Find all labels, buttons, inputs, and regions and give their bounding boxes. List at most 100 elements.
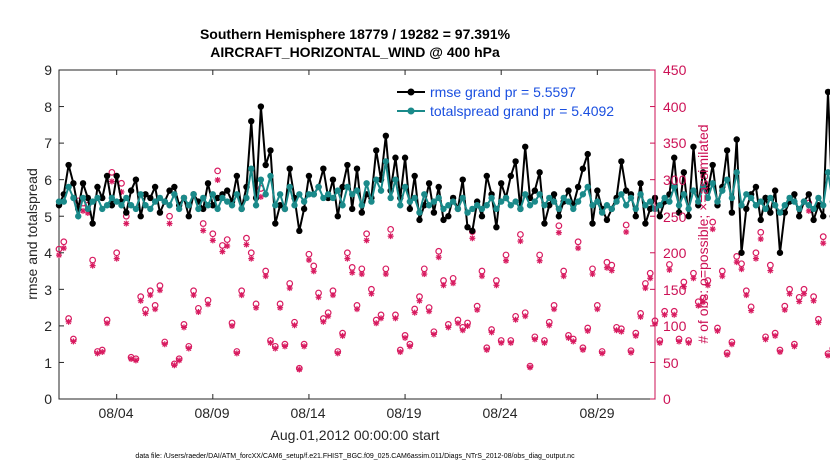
obs-possible-point: [435, 247, 443, 255]
series-point-totalspread: [733, 169, 740, 176]
series-point-totalspread: [353, 187, 361, 194]
series-point-rmse: [690, 143, 697, 150]
y-tick-label-left: 8: [44, 99, 52, 115]
obs-possible-point: [555, 222, 563, 230]
series-point-rmse: [776, 249, 784, 256]
obs-assimilated-point: [810, 297, 817, 304]
obs-assimilated-point: [65, 318, 72, 325]
obs-assimilated-point: [445, 324, 452, 331]
series-point-rmse: [656, 213, 664, 220]
series-point-totalspread: [440, 205, 447, 213]
obs-assimilated-point: [676, 338, 683, 345]
obs-assimilated-point: [397, 348, 404, 355]
series-point-totalspread: [805, 202, 813, 209]
obs-assimilated-point: [89, 262, 96, 269]
series-point-totalspread: [565, 198, 572, 205]
series-point-totalspread: [820, 202, 827, 209]
obs-possible-point: [709, 218, 717, 226]
series-point-totalspread: [99, 205, 106, 213]
series-point-totalspread: [300, 198, 308, 205]
series-point-rmse: [757, 216, 764, 224]
series-point-rmse: [276, 202, 284, 209]
series-point-totalspread: [497, 198, 505, 205]
series-point-totalspread: [233, 191, 241, 198]
series-point-totalspread: [368, 198, 375, 205]
right-axis-labels: 0 50 100 150 200 250 300 350 400 450: [663, 62, 687, 407]
series-point-totalspread: [387, 194, 394, 202]
y-tick-label-left: 3: [44, 282, 52, 298]
series-point-rmse: [791, 191, 798, 198]
series-point-totalspread: [204, 202, 212, 209]
series-point-rmse: [738, 249, 745, 256]
obs-assimilated-point: [262, 273, 269, 280]
series-point-totalspread: [800, 198, 808, 205]
series-point-totalspread: [65, 183, 72, 191]
series-point-rmse: [795, 213, 803, 220]
obs-assimilated-point: [767, 267, 774, 274]
obs-assimilated-point: [762, 336, 769, 343]
series-point-totalspread: [473, 202, 481, 209]
series-point-totalspread: [142, 202, 149, 209]
y-tick-label-left: 5: [44, 209, 52, 225]
y-tick-label-left: 0: [44, 391, 52, 407]
obs-assimilated-point: [483, 346, 490, 353]
series-point-rmse: [142, 191, 149, 198]
obs-possible-point: [55, 245, 63, 253]
obs-assimilated-point: [214, 177, 221, 184]
y-tick-label-left: 1: [44, 355, 52, 371]
series-point-totalspread: [137, 191, 144, 198]
obs-assimilated-point: [233, 350, 240, 357]
series-point-totalspread: [281, 205, 289, 213]
series-point-totalspread: [103, 202, 111, 209]
y-tick-label-left: 2: [44, 318, 52, 334]
obs-assimilated-point: [531, 336, 538, 343]
series-point-totalspread: [267, 172, 274, 180]
obs-assimilated-point: [358, 271, 365, 278]
series-point-totalspread: [334, 187, 341, 194]
series-point-totalspread: [560, 194, 567, 202]
series-point-totalspread: [709, 180, 716, 187]
obs-assimilated-point: [772, 332, 779, 339]
y-tick-label-left: 9: [44, 62, 52, 78]
series-point-rmse: [541, 220, 548, 227]
series-point-totalspread: [743, 191, 750, 198]
data-file-footer: data file: /Users/raeder/DAI/ATM_forcXX/…: [135, 453, 575, 460]
series-point-rmse: [156, 209, 164, 216]
y-axis-label-left: rmse and totalspread: [24, 168, 40, 300]
obs-assimilated-point: [680, 283, 687, 290]
series-point-totalspread: [430, 198, 438, 205]
series-point-totalspread: [305, 191, 313, 198]
series-point-totalspread: [767, 194, 774, 202]
series-point-totalspread: [55, 198, 63, 205]
series-point-rmse: [166, 187, 173, 194]
obs-assimilated-point: [349, 269, 356, 276]
series-point-rmse: [637, 180, 644, 187]
series-point-totalspread: [646, 198, 654, 205]
obs-assimilated-point: [825, 352, 830, 359]
x-tick-label: 08/04: [98, 405, 133, 421]
obs-assimilated-point: [637, 313, 644, 320]
series-point-totalspread: [469, 205, 476, 213]
obs-possible-point: [214, 167, 222, 175]
series-point-rmse: [353, 165, 361, 172]
series-point-totalspread: [199, 194, 207, 202]
series-point-totalspread: [723, 176, 731, 183]
series-point-totalspread: [252, 202, 260, 209]
series-point-rmse: [478, 213, 486, 220]
obs-assimilated-point: [363, 237, 370, 244]
obs-assimilated-point: [291, 322, 298, 329]
series-point-rmse: [820, 213, 827, 220]
obs-assimilated-point: [310, 268, 317, 275]
series-point-rmse: [743, 205, 750, 213]
series-point-rmse: [248, 117, 255, 125]
series-point-totalspread: [464, 209, 471, 216]
series-point-totalspread: [344, 183, 351, 191]
obs-assimilated-point: [382, 271, 389, 278]
series-point-rmse: [584, 150, 591, 158]
x-tick-label: 08/19: [386, 405, 421, 421]
obs-assimilated-point: [354, 306, 360, 313]
series-point-rmse: [382, 132, 390, 139]
series-point-rmse: [171, 183, 178, 191]
series-point-totalspread: [79, 194, 87, 202]
